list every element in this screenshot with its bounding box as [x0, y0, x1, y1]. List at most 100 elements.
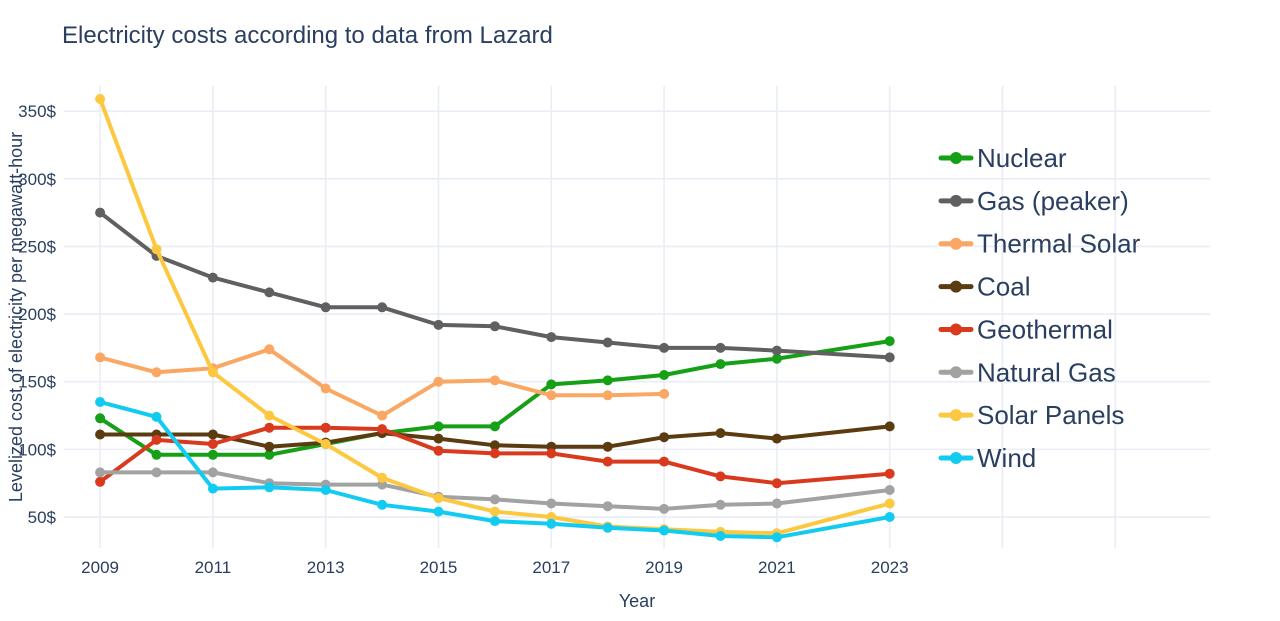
data-point-wind: [602, 522, 613, 533]
data-point-natural-gas: [771, 498, 782, 509]
data-point-coal: [264, 441, 275, 452]
data-point-natural-gas: [95, 467, 106, 478]
data-point-thermal-solar: [489, 375, 500, 386]
data-point-wind: [659, 525, 670, 536]
series-line-gas-peaker: [98, 210, 892, 360]
data-point-geothermal: [151, 434, 162, 445]
data-point-solar-panels: [884, 498, 895, 509]
series-wind: [95, 397, 895, 543]
data-point-wind: [264, 482, 275, 493]
data-point-coal: [207, 429, 218, 440]
series-layer: [95, 94, 895, 543]
legend-item-nuclear[interactable]: Nuclear: [938, 143, 1067, 173]
data-point-gas-peaker: [433, 319, 444, 330]
data-point-thermal-solar: [602, 390, 613, 401]
data-point-gas-peaker: [320, 302, 331, 313]
data-point-geothermal: [884, 468, 895, 479]
legend-label: Nuclear: [977, 143, 1067, 173]
legend-marker: [950, 237, 962, 250]
y-tick-label: 50$: [28, 508, 57, 527]
legend-item-wind[interactable]: Wind: [938, 443, 1036, 473]
data-point-wind: [715, 531, 726, 541]
legend-marker: [950, 409, 962, 422]
data-point-gas-peaker: [884, 352, 895, 363]
data-point-solar-panels: [207, 367, 218, 378]
data-point-gas-peaker: [659, 342, 670, 353]
data-point-nuclear: [884, 336, 895, 347]
y-tick-label: 150$: [18, 373, 56, 392]
y-tick-label: 350$: [18, 102, 56, 121]
series-geothermal: [95, 422, 895, 489]
data-point-natural-gas: [489, 494, 500, 505]
data-point-coal: [771, 433, 782, 444]
data-point-thermal-solar: [433, 376, 444, 387]
series-nuclear: [95, 336, 895, 460]
data-point-coal: [659, 432, 670, 443]
data-point-solar-panels: [151, 244, 162, 255]
legend-label: Gas (peaker): [977, 186, 1129, 216]
data-point-gas-peaker: [207, 272, 218, 283]
legend-item-coal[interactable]: Coal: [938, 272, 1030, 302]
data-point-gas-peaker: [715, 342, 726, 353]
data-point-natural-gas: [546, 498, 557, 509]
legend-item-gas-peaker[interactable]: Gas (peaker): [938, 186, 1129, 216]
data-point-nuclear: [95, 413, 106, 424]
data-point-geothermal: [546, 448, 557, 459]
tick-layer: 50$ 100$ 150$ 200$ 250$ 300$ 350$ 2009 2011 2013 2…: [18, 102, 908, 577]
legend-label: Solar Panels: [977, 400, 1124, 430]
data-point-natural-gas: [884, 485, 895, 495]
y-tick-label: 200$: [18, 305, 56, 324]
data-point-natural-gas: [151, 467, 162, 478]
data-point-nuclear: [151, 449, 162, 460]
data-point-gas-peaker: [377, 302, 388, 313]
series-line-solar-panels: [98, 97, 892, 536]
data-point-wind: [377, 499, 388, 510]
y-tick-label: 100$: [18, 440, 56, 459]
series-line-geothermal: [98, 425, 892, 486]
x-tick-label: 2019: [645, 558, 683, 577]
data-point-coal: [489, 440, 500, 451]
series-line-coal: [98, 424, 892, 449]
data-point-solar-panels: [95, 94, 106, 104]
data-point-solar-panels: [377, 472, 388, 483]
data-point-thermal-solar: [320, 383, 331, 394]
series-line-wind: [98, 400, 892, 540]
data-point-nuclear: [715, 359, 726, 370]
grid-layer: [64, 86, 1210, 548]
data-point-gas-peaker: [95, 207, 106, 218]
series-line-nuclear: [98, 339, 892, 457]
data-point-wind: [320, 485, 331, 495]
data-point-wind: [489, 516, 500, 527]
data-point-geothermal: [602, 456, 613, 467]
data-point-wind: [433, 506, 444, 517]
x-tick-label: 2021: [758, 558, 796, 577]
data-point-geothermal: [659, 456, 670, 467]
legend-item-solar-panels[interactable]: Solar Panels: [938, 400, 1124, 430]
data-point-nuclear: [264, 449, 275, 460]
data-point-wind: [884, 512, 895, 522]
legend-label: Thermal Solar: [977, 229, 1141, 259]
data-point-thermal-solar: [377, 410, 388, 421]
legend-marker: [950, 194, 962, 207]
legend-item-geothermal[interactable]: Geothermal: [938, 314, 1113, 344]
legend-label: Coal: [977, 272, 1030, 302]
data-point-coal: [715, 428, 726, 439]
data-point-nuclear: [602, 375, 613, 386]
data-point-geothermal: [715, 471, 726, 482]
data-point-gas-peaker: [771, 345, 782, 356]
data-point-coal: [433, 433, 444, 444]
series-thermal-solar: [95, 344, 670, 421]
data-point-solar-panels: [489, 506, 500, 517]
legend-item-thermal-solar[interactable]: Thermal Solar: [938, 229, 1141, 259]
series-gas-peaker: [95, 207, 895, 363]
data-point-solar-panels: [264, 410, 275, 421]
data-point-nuclear: [433, 421, 444, 432]
data-point-nuclear: [207, 449, 218, 460]
legend-item-natural-gas[interactable]: Natural Gas: [938, 357, 1116, 387]
data-point-geothermal: [95, 476, 106, 487]
data-point-thermal-solar: [659, 388, 670, 399]
legend-marker: [950, 366, 962, 379]
data-point-geothermal: [320, 422, 331, 433]
